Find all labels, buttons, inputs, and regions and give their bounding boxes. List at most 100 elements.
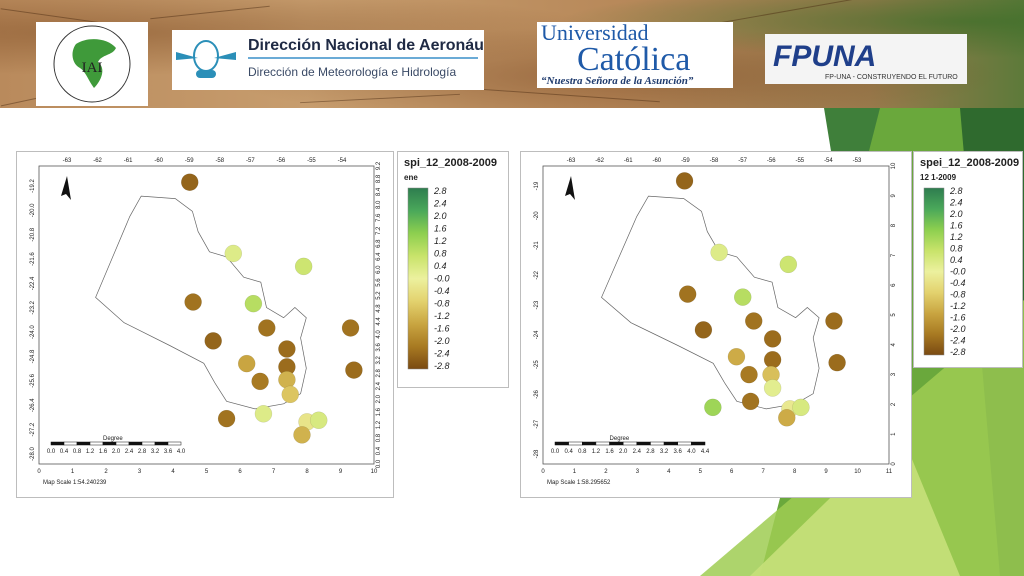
spi-legend-label: -2.4 (434, 349, 450, 359)
spi-y-right-tick: 5.6 (376, 278, 382, 287)
spei-scale-segment (622, 441, 638, 446)
spi-y-right-tick: 4.4 (376, 317, 382, 326)
spei-y-right-tick: 10 (891, 162, 897, 169)
spi-x-top-tick: -58 (215, 158, 224, 164)
spei-scale-segment (663, 441, 678, 446)
spi-x-bottom-tick: 9 (339, 469, 343, 475)
spei-scale-tick: 4.0 (687, 449, 696, 455)
spi-scale-segment (76, 441, 91, 446)
spi-legend-label: -0.0 (434, 274, 450, 284)
spei-y-right-tick: 7 (891, 253, 897, 257)
spei-y-left-tick: -28 (534, 449, 540, 458)
spi-y-right-tick: 3.6 (376, 343, 382, 352)
spi-station-point (293, 426, 311, 444)
spei-station-point (678, 285, 697, 303)
spei-scale-segment (677, 441, 692, 446)
fpuna-logo: FPUNA FP-UNA - CONSTRUYENDO EL FUTURO (765, 34, 967, 84)
uc-line1: Universidad (541, 22, 649, 45)
spi-legend-title: spi_12_2008-2009 (404, 157, 497, 169)
spei-scale-segment (582, 441, 597, 446)
spi-legend-label: 0.8 (434, 249, 447, 259)
spei-y-left-tick: -19 (534, 181, 540, 190)
spi-station-point (309, 411, 328, 430)
spi-station-point (258, 319, 276, 337)
spi-legend-label: -1.6 (434, 324, 450, 334)
spei-x-bottom-tick: 1 (573, 469, 577, 475)
spei-y-left-tick: -25 (534, 360, 540, 369)
spi-x-top-tick: -63 (63, 158, 72, 164)
spi-scale-label: Degree (103, 436, 123, 442)
spei-legend-label: 1.2 (950, 232, 963, 242)
spi-y-left-tick: -26.4 (30, 398, 36, 412)
spi-chart: -63 -62 -61 -60 -59 -58 -57 -56 -55 -54 0 1 2 3 4 5 6 7 8 9… (30, 158, 382, 486)
spei-station-point (694, 321, 713, 339)
spei-scale-segment (691, 441, 706, 446)
spi-x-top-tick: -54 (338, 158, 347, 164)
spei-x-bottom-tick: 9 (824, 469, 828, 475)
spei-legend-colorbar (923, 187, 945, 356)
spi-y-left-tick: -22.4 (30, 276, 36, 290)
spei-scale-tick: 2.0 (619, 449, 628, 455)
spi-scale-tick: 3.6 (164, 449, 173, 455)
spei-x-bottom-tick: 10 (854, 469, 861, 475)
spi-y-right-tick: 2.4 (376, 381, 382, 390)
spei-legend-label: 2.0 (949, 209, 963, 219)
spei-legend-panel: spei_12_2008-2009 12 1-2009 2.8 2.4 2.0 1.6 1.… (913, 151, 1023, 368)
spi-station-point (345, 361, 363, 379)
spei-x-bottom-tick: 11 (886, 469, 893, 475)
spei-scale-tick: 1.2 (592, 449, 601, 455)
spi-legend-label: 1.6 (434, 224, 447, 234)
spei-y-right-tick: 1 (891, 432, 897, 436)
spi-scale-segment (128, 441, 143, 446)
spi-scale-tick: 0.4 (60, 449, 69, 455)
spei-station-point (744, 312, 763, 330)
spi-x-bottom-tick: 8 (305, 469, 309, 475)
spei-x-top-tick: -58 (710, 158, 719, 164)
spei-scale-tick: 0.0 (551, 449, 560, 455)
spi-legend-label: -2.8 (434, 361, 450, 371)
spei-y-right-tick: 3 (891, 372, 897, 376)
spi-x-top-tick: -55 (307, 158, 316, 164)
spi-y-left-tick: -24.8 (30, 349, 36, 363)
spi-legend-label: 2.4 (433, 199, 447, 209)
spei-station-point (825, 312, 843, 330)
spei-y-right-tick: 8 (891, 223, 897, 227)
spei-y-left-tick: -22 (534, 270, 540, 279)
spei-x-top-tick: -55 (795, 158, 804, 164)
spei-legend-label: -1.6 (950, 313, 966, 323)
spi-station-point (181, 173, 199, 191)
spi-x-bottom-tick: 4 (171, 469, 175, 475)
spi-scale-tick: 1.2 (86, 449, 95, 455)
spi-y-right-tick: 0.8 (376, 433, 382, 442)
uc-logo-graphic: Universidad Católica “Nuestra Señora de … (541, 20, 694, 87)
spei-legend-label: -2.0 (950, 324, 966, 334)
spei-station-point (675, 172, 694, 190)
spei-scale-tick: 2.8 (646, 449, 655, 455)
spei-scale-segment (636, 441, 651, 446)
spei-x-top-tick: -61 (624, 158, 633, 164)
spei-station-point (778, 409, 796, 427)
spei-chart: -63 -62 -61 -60 -59 -58 -57 -56 -55 -54 -53 0 1 2 3 4 5 6… (534, 158, 897, 486)
spei-y-left-tick: -21 (534, 241, 540, 250)
spi-scale-tick: 4.0 (177, 449, 186, 455)
spei-y-right-tick: 4 (891, 342, 897, 346)
spi-legend-label: 2.0 (433, 211, 447, 221)
spi-x-bottom-tick: 5 (205, 469, 209, 475)
spei-x-bottom-tick: 8 (793, 469, 797, 475)
universidad-catolica-logo: Universidad Católica “Nuestra Señora de … (537, 20, 733, 88)
dinac-logo: Dirección Nacional de Aeronáutica Civil … (172, 30, 550, 90)
spi-y-right-tick: 3.2 (376, 356, 382, 365)
spi-y-right-tick: 1.6 (376, 407, 382, 416)
spi-legend-label: -1.2 (434, 311, 450, 321)
spi-y-right-tick: 6.0 (376, 265, 382, 274)
spi-station-point (278, 340, 296, 358)
spei-x-top-tick: -57 (738, 158, 747, 164)
spi-y-right-tick: 4.8 (376, 304, 382, 313)
spi-y-right-tick: 2.0 (376, 394, 382, 403)
spi-x-top-tick: -57 (246, 158, 255, 164)
spei-y-left-tick: -20 (534, 211, 540, 220)
spei-station-point (792, 398, 810, 417)
spi-legend-panel: spi_12_2008-2009 ene 2.8 2.4 2.0 1.6 1.2 0.8 0.4… (397, 151, 509, 388)
spi-x-bottom-tick: 3 (138, 469, 142, 475)
spei-y-right-tick: 6 (891, 283, 897, 287)
